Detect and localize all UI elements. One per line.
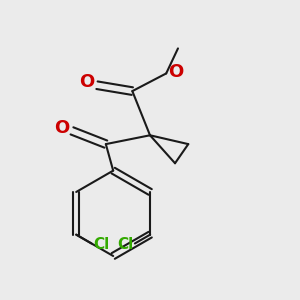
Text: O: O <box>168 63 183 81</box>
Text: Cl: Cl <box>93 238 109 253</box>
Text: Cl: Cl <box>117 238 134 253</box>
Text: O: O <box>54 119 69 137</box>
Text: O: O <box>79 73 94 91</box>
